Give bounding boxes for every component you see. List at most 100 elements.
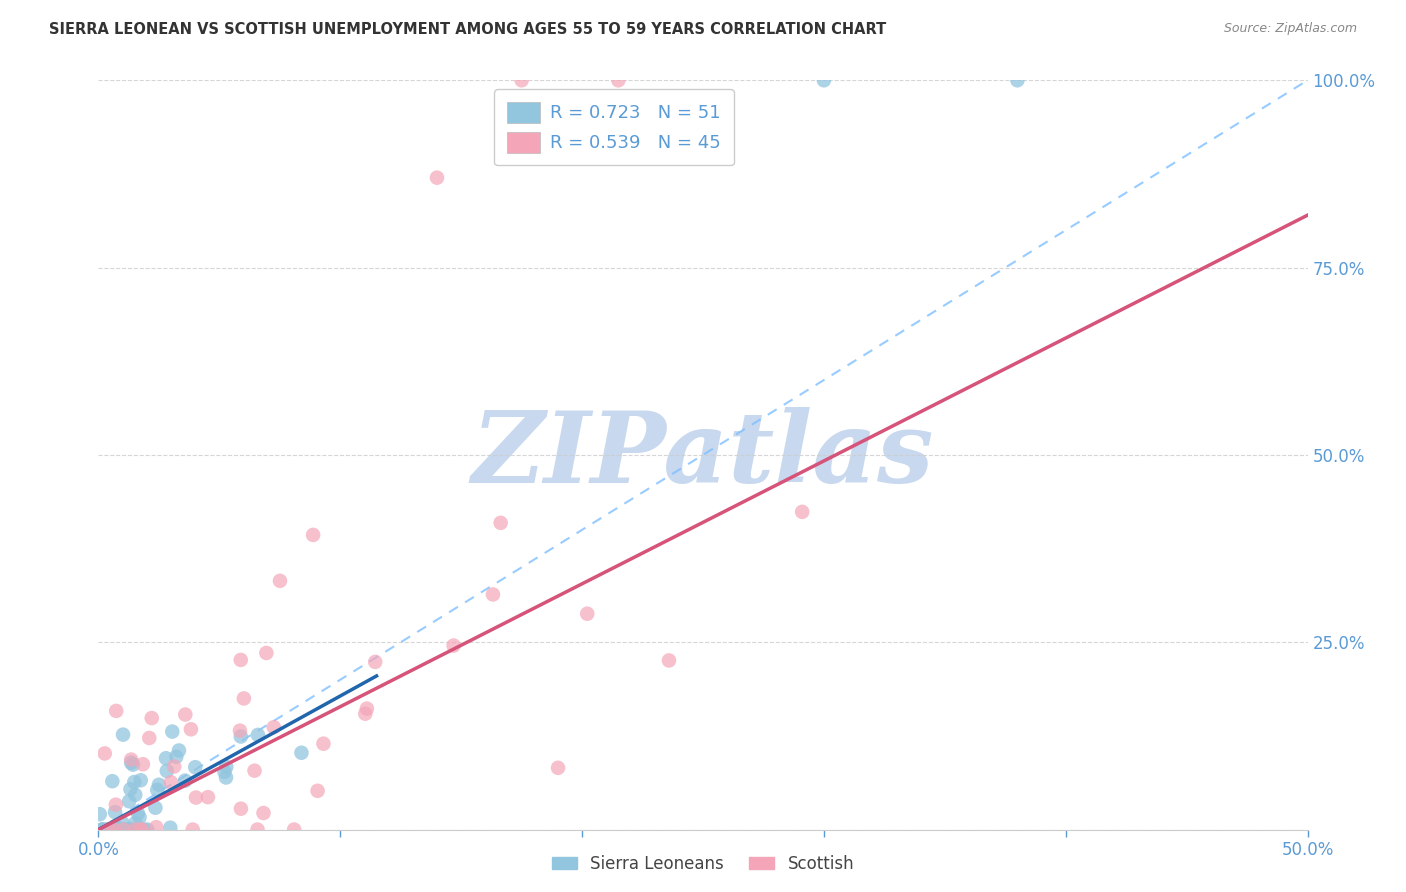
Point — [91, 822, 114, 837]
Point — [197, 790, 219, 805]
Point — [121, 822, 143, 837]
Point — [489, 516, 512, 530]
Point — [263, 720, 285, 734]
Point — [117, 822, 139, 837]
Point — [156, 764, 179, 778]
Point — [307, 784, 329, 798]
Point — [124, 788, 146, 802]
Point — [111, 816, 134, 830]
Point — [145, 801, 167, 815]
Point — [129, 773, 152, 788]
Point — [124, 822, 146, 837]
Point — [112, 822, 135, 837]
Point — [214, 764, 236, 779]
Point — [124, 816, 146, 830]
Point — [302, 528, 325, 542]
Point — [91, 822, 114, 837]
Point — [91, 822, 114, 837]
Point — [167, 743, 190, 757]
Point — [105, 822, 128, 837]
Point — [364, 655, 387, 669]
Point — [141, 711, 163, 725]
Point — [215, 771, 238, 785]
Point — [148, 778, 170, 792]
Point — [160, 775, 183, 789]
Point — [159, 821, 181, 835]
Point — [658, 653, 681, 667]
Point — [607, 73, 630, 87]
Point — [184, 760, 207, 774]
Point — [162, 724, 184, 739]
Point — [174, 707, 197, 722]
Point — [103, 822, 125, 837]
Point — [482, 587, 505, 601]
Point — [104, 819, 127, 833]
Point — [101, 774, 124, 789]
Point — [120, 756, 142, 770]
Point — [129, 822, 152, 837]
Point — [120, 753, 142, 767]
Point — [131, 822, 153, 837]
Point — [94, 822, 117, 837]
Point — [120, 822, 142, 837]
Point — [1007, 73, 1029, 87]
Point — [132, 822, 155, 837]
Point — [229, 653, 252, 667]
Point — [104, 797, 127, 812]
Point — [290, 746, 312, 760]
Point — [443, 639, 465, 653]
Point — [576, 607, 599, 621]
Point — [118, 794, 141, 808]
Point — [181, 822, 204, 837]
Point — [112, 822, 135, 837]
Text: ZIPatlas: ZIPatlas — [472, 407, 934, 503]
Point — [138, 731, 160, 745]
Point — [163, 759, 186, 773]
Point — [426, 170, 449, 185]
Point — [124, 775, 146, 789]
Point — [112, 822, 135, 837]
Point — [104, 805, 127, 819]
Point — [547, 761, 569, 775]
Point — [243, 764, 266, 778]
Point — [128, 810, 150, 824]
Point — [269, 574, 291, 588]
Point — [132, 757, 155, 772]
Point — [110, 822, 132, 837]
Point — [97, 822, 120, 837]
Point — [127, 806, 149, 821]
Point — [232, 691, 254, 706]
Point — [165, 749, 187, 764]
Point — [229, 802, 252, 816]
Point — [145, 820, 167, 834]
Legend: R = 0.723   N = 51, R = 0.539   N = 45: R = 0.723 N = 51, R = 0.539 N = 45 — [495, 89, 734, 165]
Point — [112, 728, 135, 742]
Text: SIERRA LEONEAN VS SCOTTISH UNEMPLOYMENT AMONG AGES 55 TO 59 YEARS CORRELATION CH: SIERRA LEONEAN VS SCOTTISH UNEMPLOYMENT … — [49, 22, 886, 37]
Point — [813, 73, 835, 87]
Point — [312, 737, 335, 751]
Point — [146, 783, 169, 797]
Point — [184, 790, 207, 805]
Point — [98, 822, 121, 837]
Text: Source: ZipAtlas.com: Source: ZipAtlas.com — [1223, 22, 1357, 36]
Point — [246, 728, 269, 742]
Point — [215, 760, 238, 774]
Legend: Sierra Leoneans, Scottish: Sierra Leoneans, Scottish — [546, 848, 860, 880]
Point — [510, 73, 533, 87]
Point — [254, 646, 277, 660]
Point — [229, 723, 252, 738]
Point — [136, 822, 159, 837]
Point — [174, 773, 197, 788]
Point — [356, 701, 378, 715]
Point — [354, 706, 377, 721]
Point — [115, 822, 138, 837]
Point — [792, 505, 814, 519]
Point — [100, 822, 122, 837]
Point — [246, 822, 269, 837]
Point — [107, 822, 129, 837]
Point — [105, 704, 128, 718]
Point — [252, 805, 274, 820]
Point — [94, 747, 117, 761]
Point — [89, 807, 111, 822]
Point — [155, 751, 177, 765]
